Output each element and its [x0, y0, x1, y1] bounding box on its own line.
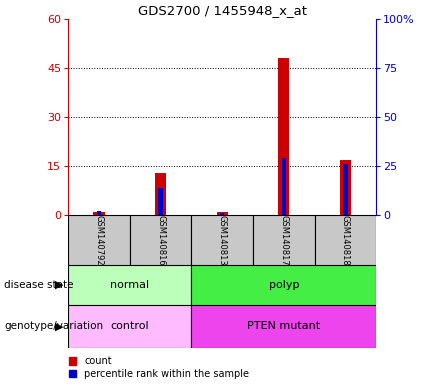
Bar: [340, 160, 351, 215]
Text: GSM140816: GSM140816: [156, 215, 165, 265]
Bar: [315, 215, 376, 265]
Bar: [343, 164, 348, 215]
Bar: [216, 212, 228, 215]
Text: GSM140813: GSM140813: [218, 215, 227, 265]
Bar: [253, 215, 315, 265]
Bar: [191, 215, 253, 265]
Text: normal: normal: [110, 280, 149, 290]
Text: disease state: disease state: [4, 280, 74, 290]
Legend: count, percentile rank within the sample: count, percentile rank within the sample: [69, 356, 249, 379]
Bar: [130, 215, 191, 265]
Text: ▶: ▶: [55, 280, 64, 290]
Title: GDS2700 / 1455948_x_at: GDS2700 / 1455948_x_at: [138, 3, 307, 17]
Bar: [191, 265, 376, 305]
Bar: [155, 173, 166, 215]
Bar: [93, 212, 105, 215]
Text: GSM140817: GSM140817: [279, 215, 288, 265]
Text: PTEN mutant: PTEN mutant: [247, 321, 320, 331]
Text: GSM140818: GSM140818: [341, 215, 350, 265]
Bar: [68, 265, 191, 305]
Bar: [220, 213, 224, 215]
Bar: [278, 58, 290, 215]
Bar: [97, 211, 101, 215]
Bar: [158, 188, 163, 215]
Text: GSM140792: GSM140792: [95, 215, 103, 265]
Bar: [68, 305, 191, 348]
Text: control: control: [110, 321, 149, 331]
Bar: [191, 305, 376, 348]
Text: polyp: polyp: [268, 280, 299, 290]
Bar: [68, 215, 130, 265]
Text: genotype/variation: genotype/variation: [4, 321, 103, 331]
Text: ▶: ▶: [55, 321, 64, 331]
Bar: [282, 158, 286, 215]
